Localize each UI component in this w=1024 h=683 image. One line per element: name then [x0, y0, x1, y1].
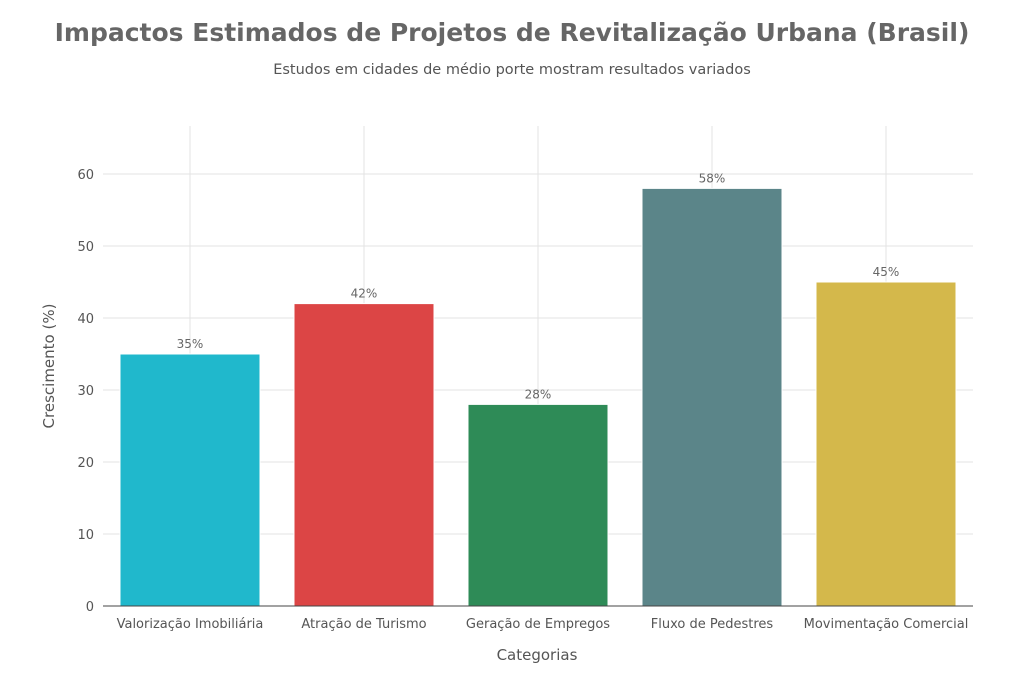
x-tick-label: Atração de Turismo [301, 617, 426, 632]
x-tick-label: Geração de Empregos [466, 617, 610, 632]
bar-data-label: 45% [873, 265, 900, 279]
bar-data-label: 28% [525, 387, 552, 401]
y-tick-label: 20 [77, 456, 94, 471]
chart-subtitle: Estudos em cidades de médio porte mostra… [273, 62, 751, 78]
axes: 0 10 20 30 40 50 60 Valorização Imobiliária Atra… [77, 168, 973, 632]
x-axis-label: Categorias [497, 646, 578, 664]
x-tick-label: Fluxo de Pedestres [651, 617, 774, 632]
bar-data-label: 58% [699, 171, 726, 185]
y-tick-label: 0 [86, 600, 94, 615]
x-tick-label: Valorização Imobiliária [117, 617, 264, 632]
bar [467, 403, 609, 607]
y-tick-label: 40 [77, 312, 94, 327]
y-tick-label: 50 [77, 240, 94, 255]
bar-data-label: 35% [177, 337, 204, 351]
y-tick-label: 30 [77, 384, 94, 399]
x-tick-label: Movimentação Comercial [804, 617, 969, 632]
bar [293, 303, 435, 607]
chart-title: Impactos Estimados de Projetos de Revita… [54, 18, 970, 47]
y-tick-label: 10 [77, 528, 94, 543]
bar [641, 187, 783, 607]
bar-data-label: 42% [351, 287, 378, 301]
bar [119, 353, 261, 607]
bar [815, 281, 957, 607]
y-axis-label: Crescimento (%) [40, 304, 58, 429]
y-tick-label: 60 [77, 168, 94, 183]
bars: 35% 42% 28% 58% 45% [119, 171, 957, 607]
